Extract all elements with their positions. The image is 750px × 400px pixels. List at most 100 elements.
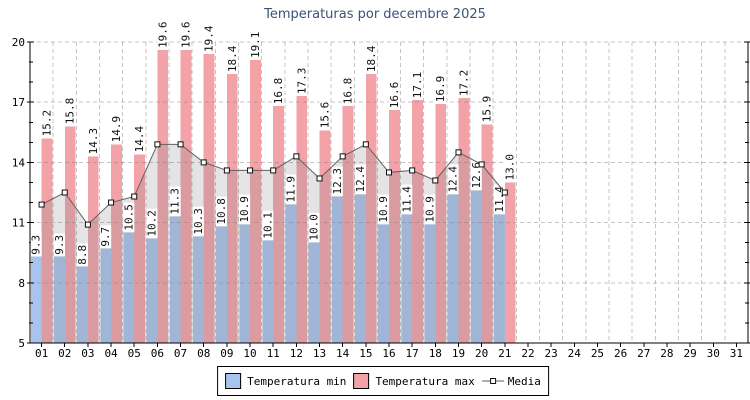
bar-label-min: 10.0	[308, 212, 321, 243]
svg-text:13.0: 13.0	[504, 154, 517, 181]
bar-label-min: 12.6	[470, 160, 483, 190]
bar-min-11	[262, 240, 274, 343]
svg-text:17.1: 17.1	[411, 72, 424, 99]
svg-text:19.1: 19.1	[249, 32, 262, 59]
svg-text:15.8: 15.8	[64, 98, 77, 125]
legend-label-max: Temperatura max	[375, 374, 475, 388]
x-tick-label: 07	[174, 347, 187, 360]
svg-text:12.3: 12.3	[331, 168, 344, 195]
bar-min-01	[30, 256, 42, 343]
svg-text:9.3: 9.3	[30, 235, 43, 255]
media-marker	[84, 221, 91, 228]
media-marker	[432, 177, 439, 184]
bar-label-min: 12.4	[447, 164, 460, 195]
chart-title: Temperaturas por decembre 2025	[264, 7, 486, 22]
svg-text:14.3: 14.3	[87, 128, 100, 155]
svg-text:10.9: 10.9	[377, 196, 390, 223]
media-marker	[223, 167, 230, 174]
x-tick-label: 15	[359, 347, 372, 360]
y-tick-label: 8	[18, 277, 25, 290]
bar-label-max: 17.3	[295, 66, 308, 96]
bar-label-max: 18.4	[365, 44, 378, 74]
media-marker	[177, 141, 184, 148]
bar-label-min: 11.3	[169, 186, 182, 217]
bar-max-07	[180, 50, 192, 343]
x-tick-label: 31	[730, 347, 743, 360]
bar-max-19	[458, 98, 470, 343]
media-marker	[316, 175, 323, 182]
bar-label-max: 18.4	[226, 44, 239, 74]
x-tick-label: 03	[81, 347, 94, 360]
bar-max-05	[134, 154, 146, 343]
x-tick-label: 05	[128, 347, 141, 360]
bar-label-max: 14.3	[87, 126, 100, 156]
bar-label-min: 10.5	[122, 202, 135, 233]
media-marker	[108, 199, 115, 206]
bar-label-min: 8.8	[76, 243, 89, 267]
x-tick-label: 27	[637, 347, 650, 360]
media-marker	[409, 167, 416, 174]
x-tick-label: 04	[104, 347, 118, 360]
bar-min-09	[216, 226, 227, 343]
svg-text:17.3: 17.3	[295, 68, 308, 95]
bar-min-04	[100, 248, 112, 343]
bar-label-min: 10.1	[261, 210, 274, 241]
bar-value-labels: 9.3 9.3 8.8 9.7 10.5 10.2 11.3 10.3 10.8 10.9 10.1…	[30, 20, 517, 267]
x-tick-label: 24	[568, 347, 582, 360]
bar-max-06	[157, 50, 169, 343]
x-tick-label: 11	[267, 347, 280, 360]
svg-text:12.6: 12.6	[470, 162, 483, 189]
bars-max	[41, 50, 516, 344]
svg-text:11.4: 11.4	[400, 186, 413, 213]
bar-min-13	[308, 242, 320, 343]
y-tick-label: 17	[12, 96, 25, 109]
media-marker	[131, 193, 138, 200]
svg-text:8.8: 8.8	[76, 245, 89, 265]
svg-text:10.2: 10.2	[146, 210, 159, 237]
legend-label-media: Media	[507, 374, 541, 388]
legend-swatch-min	[225, 373, 242, 389]
media-markers	[38, 141, 508, 228]
x-tick-label: 26	[614, 347, 627, 360]
x-tick-labels: 01 02 03 04 05 06 07 08 09 10 11 12 13 14 15 16 17 18 19 20…	[35, 347, 743, 360]
svg-text:10.0: 10.0	[308, 214, 321, 241]
y-tick-label: 20	[12, 36, 25, 49]
bar-label-min: 9.3	[30, 233, 43, 257]
svg-text:10.3: 10.3	[192, 208, 205, 235]
bar-max-18	[435, 104, 447, 343]
axis-ticks	[27, 41, 750, 347]
gridlines	[30, 41, 748, 343]
bar-label-max: 17.1	[411, 70, 424, 100]
bar-min-03	[77, 266, 88, 343]
bar-max-08	[203, 54, 215, 343]
x-tick-label: 23	[545, 347, 558, 360]
bar-min-18	[424, 224, 436, 343]
legend: Temperatura min Temperatura max Media	[217, 366, 549, 396]
bar-label-max: 16.8	[342, 76, 355, 106]
x-tick-label: 13	[313, 347, 326, 360]
bar-label-max: 19.4	[203, 24, 216, 54]
bar-max-12	[296, 96, 308, 344]
bar-label-max: 19.6	[179, 20, 192, 50]
bar-label-max: 16.6	[388, 80, 401, 110]
svg-text:16.9: 16.9	[434, 76, 447, 103]
svg-text:10.9: 10.9	[423, 196, 436, 223]
media-marker	[61, 189, 68, 196]
bar-label-min: 12.4	[354, 164, 367, 195]
x-tick-label: 09	[220, 347, 233, 360]
svg-text:14.4: 14.4	[133, 126, 146, 153]
bar-max-20	[481, 124, 493, 343]
svg-text:9.3: 9.3	[53, 235, 66, 255]
bar-label-max: 17.2	[457, 68, 470, 98]
bar-label-min: 9.3	[53, 233, 66, 257]
media-marker	[200, 159, 207, 166]
x-tick-label: 20	[475, 347, 488, 360]
bar-min-10	[239, 224, 251, 343]
bar-min-16	[378, 224, 390, 343]
media-marker	[386, 169, 392, 176]
x-tick-label: 14	[336, 347, 350, 360]
bar-min-21	[494, 214, 505, 343]
x-tick-label: 17	[406, 347, 419, 360]
